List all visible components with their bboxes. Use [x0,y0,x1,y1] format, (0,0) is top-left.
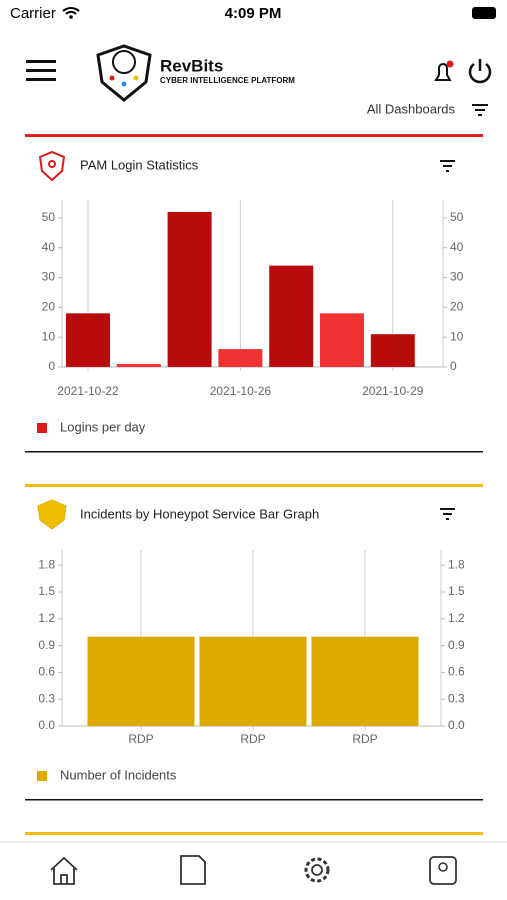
brand-tagline: CYBER INTELLIGENCE PLATFORM [160,76,295,85]
y2-tick-label: 0.9 [448,638,465,652]
wifi-icon [62,7,80,15]
card-bottom-border [25,799,483,801]
y-tick-label: 0.9 [38,638,55,652]
legend-swatch [37,423,47,433]
power-button[interactable] [468,59,492,84]
bell-icon [434,63,452,81]
card-top-border [25,484,483,487]
card-top-border [25,134,483,137]
y-tick-label: 1.8 [38,557,55,571]
brand-name: RevBits [160,56,223,75]
bar [320,313,364,367]
bar [311,636,419,726]
menu-bar [26,60,56,63]
y-tick-label: 0.3 [38,691,55,705]
x-tick-label: 2021-10-26 [210,384,272,398]
carrier: Carrier [10,5,56,22]
y-tick-label: 0.0 [38,718,55,732]
tab-home[interactable] [50,856,78,885]
tab-reports[interactable] [180,855,206,885]
card-icon-lock [48,160,56,168]
bar [370,334,415,367]
y2-tick-label: 20 [450,300,464,314]
legend-label: Logins per day [60,419,146,434]
y2-tick-label: 0.6 [448,665,465,679]
card-icon [38,150,66,182]
menu-button[interactable] [26,60,56,81]
legend-label: Number of Incidents [60,767,177,782]
y2-tick-label: 50 [450,210,464,224]
logo-dot [121,81,127,87]
clock: 4:09 PM [225,5,282,22]
card-top-border [25,832,483,835]
tab-profile[interactable] [429,856,457,885]
y-tick-label: 0 [48,359,55,373]
wifi-dot [69,15,73,19]
y2-tick-label: 1.8 [448,557,465,571]
y-tick-label: 1.5 [38,584,55,598]
bar [66,313,110,367]
y2-tick-label: 30 [450,270,464,284]
y2-tick-label: 40 [450,240,464,254]
logo-dot [133,75,139,81]
x-tick-label: RDP [352,732,377,746]
y2-tick-label: 10 [450,329,464,343]
notification-badge [446,60,454,68]
y-tick-label: 40 [42,240,56,254]
y2-tick-label: 0 [450,359,457,373]
power-icon [468,63,492,84]
dashboard-filter[interactable] [472,104,488,116]
x-tick-label: 2021-10-29 [362,384,424,398]
y-tick-label: 1.2 [38,611,55,625]
card-bottom-border [25,451,483,453]
menu-bar [26,69,56,72]
tab-settings[interactable] [304,857,330,883]
tab-settings-center [311,864,323,876]
y-tick-label: 30 [42,270,56,284]
y2-tick-label: 1.5 [448,584,465,598]
logo-brain [112,50,136,74]
y-tick-label: 0.6 [38,665,55,679]
logo-dot [109,75,115,81]
card-title: PAM Login Statistics [80,157,199,172]
x-tick-label: 2021-10-22 [57,384,119,398]
bar [199,636,307,726]
bar [269,265,314,367]
y2-tick-label: 0.3 [448,691,465,705]
y-tick-label: 20 [42,300,56,314]
x-tick-label: RDP [240,732,265,746]
bar [218,349,263,367]
y2-tick-label: 0.0 [448,718,465,732]
bar [87,636,195,726]
tab-profile-head [438,862,448,872]
tab-bar [0,842,507,900]
bar [116,364,161,367]
menu-bar [26,78,56,81]
bar [167,211,212,367]
dashboard-selector[interactable]: All Dashboards [367,101,456,116]
card-filter[interactable] [440,160,455,172]
card-icon [37,499,67,530]
card-filter[interactable] [440,508,455,520]
y-tick-label: 50 [42,210,56,224]
battery [472,7,496,19]
y2-tick-label: 1.2 [448,611,465,625]
notifications-button[interactable] [434,60,454,81]
x-tick-label: RDP [128,732,153,746]
y-tick-label: 10 [42,329,56,343]
legend-swatch [37,771,47,781]
logo [96,44,152,102]
card-title: Incidents by Honeypot Service Bar Graph [80,506,319,521]
